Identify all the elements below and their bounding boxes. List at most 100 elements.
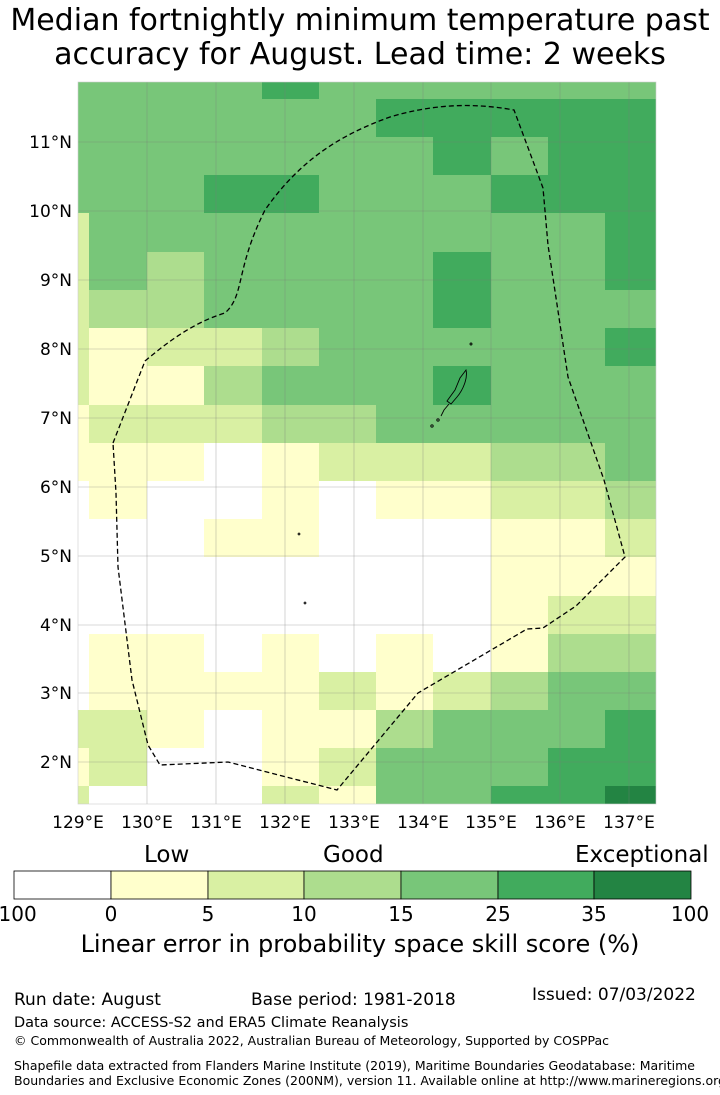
data-source: Data source: ACCESS-S2 and ERA5 Climate … (14, 1015, 409, 1031)
skill-cell (491, 137, 548, 175)
legend-tick: 5 (201, 902, 215, 926)
skill-cell (491, 290, 656, 328)
skill-cell (89, 481, 147, 519)
koror-island (440, 403, 450, 417)
skill-cell (376, 710, 433, 748)
skill-cell (548, 748, 656, 786)
title-line-1: Median fortnightly minimum temperature p… (10, 3, 710, 38)
lat-label: 7°N (40, 409, 72, 429)
base-period: Base period: 1981-2018 (251, 990, 456, 1010)
lon-label: 129°E (52, 813, 104, 833)
skill-cell (548, 99, 656, 137)
colour-bar-bin (497, 870, 595, 900)
colour-bar-bin (13, 870, 112, 900)
skill-cell (147, 328, 262, 366)
skill-cell (204, 366, 262, 405)
skill-cell (204, 519, 319, 557)
skill-cell (433, 137, 491, 175)
skill-cell (262, 481, 319, 519)
legend-title: Linear error in probability space skill … (80, 930, 640, 958)
shapefile-credit-1: Shapefile data extracted from Flanders M… (14, 1058, 695, 1073)
skill-cell (491, 519, 605, 557)
skill-cell (376, 405, 656, 443)
angaur-island (430, 424, 434, 428)
legend-tick: 10 (291, 902, 317, 926)
skill-cell (78, 82, 262, 99)
skill-cell (433, 710, 605, 748)
skill-cell (262, 710, 376, 748)
skill-cell (204, 175, 319, 213)
skill-cell (376, 99, 548, 137)
skill-cell (605, 213, 656, 252)
lon-label: 130°E (121, 813, 173, 833)
skill-cell (548, 82, 656, 99)
skill-cell (376, 481, 491, 519)
skill-cell (491, 672, 548, 710)
skill-cell (89, 634, 204, 672)
skill-cell (262, 82, 319, 99)
peleliu-island (436, 418, 440, 422)
skill-cell (204, 290, 433, 328)
skill-cell (548, 596, 656, 634)
run-date: Run date: August (14, 990, 161, 1010)
lat-label: 3°N (40, 684, 72, 704)
skill-cell (78, 748, 89, 786)
skill-cell (433, 252, 491, 290)
skill-cell (204, 252, 433, 290)
skill-cell (319, 175, 491, 213)
tobi-island (303, 601, 307, 605)
lat-label: 2°N (40, 753, 72, 773)
skill-cell (262, 786, 319, 804)
skill-cell (89, 290, 204, 328)
lat-label: 10°N (29, 202, 72, 222)
lon-label: 131°E (190, 813, 242, 833)
lat-label: 4°N (40, 616, 72, 636)
skill-cell (319, 443, 491, 481)
skill-cell (491, 443, 605, 481)
colour-bar-bin (303, 870, 402, 900)
legend-tick: 25 (485, 902, 511, 926)
skill-cell (605, 519, 656, 557)
skill-cell (89, 252, 147, 290)
skill-cell (491, 175, 656, 213)
lon-label: 137°E (603, 813, 655, 833)
skill-cell (89, 748, 147, 786)
lon-label: 136°E (534, 813, 586, 833)
skill-cell (433, 366, 491, 405)
skill-cell (78, 786, 89, 804)
skill-cell (89, 366, 204, 405)
skill-cell (548, 672, 656, 710)
skill-cell (376, 786, 491, 804)
skill-cell (262, 634, 319, 672)
skill-map: 11°N 10°N 9°N 8°N 7°N 6°N 5°N 4°N 3°N 2°… (29, 81, 657, 833)
skill-cell (319, 672, 376, 710)
map-frame (77, 81, 657, 805)
legend-tick: 35 (581, 902, 607, 926)
skill-cell (262, 328, 319, 366)
skill-cell (78, 405, 89, 443)
skill-cell (548, 137, 656, 175)
skill-cell (78, 175, 204, 213)
skill-cell (78, 710, 147, 748)
skill-cell (491, 481, 605, 519)
skill-cell (319, 328, 605, 366)
copyright: © Commonwealth of Australia 2022, Austra… (14, 1033, 609, 1048)
skill-cell (605, 252, 656, 290)
lon-label: 134°E (397, 813, 449, 833)
skill-score-cells (78, 82, 656, 804)
issued-date: Issued: 07/03/2022 (532, 985, 696, 1005)
lon-label: 133°E (328, 813, 380, 833)
skill-cell (78, 213, 89, 252)
lat-label: 8°N (40, 340, 72, 360)
legend-low: Low (144, 842, 190, 868)
skill-cell (376, 748, 548, 786)
eez-boundary (112, 104, 626, 791)
skill-cell (491, 366, 656, 405)
lat-label: 11°N (29, 133, 72, 153)
skill-cell (376, 672, 433, 710)
skill-cell (605, 710, 656, 748)
skill-cell (89, 328, 147, 366)
colour-bar (13, 870, 692, 900)
legend-tick: 0 (104, 902, 118, 926)
skill-cell (147, 252, 204, 290)
